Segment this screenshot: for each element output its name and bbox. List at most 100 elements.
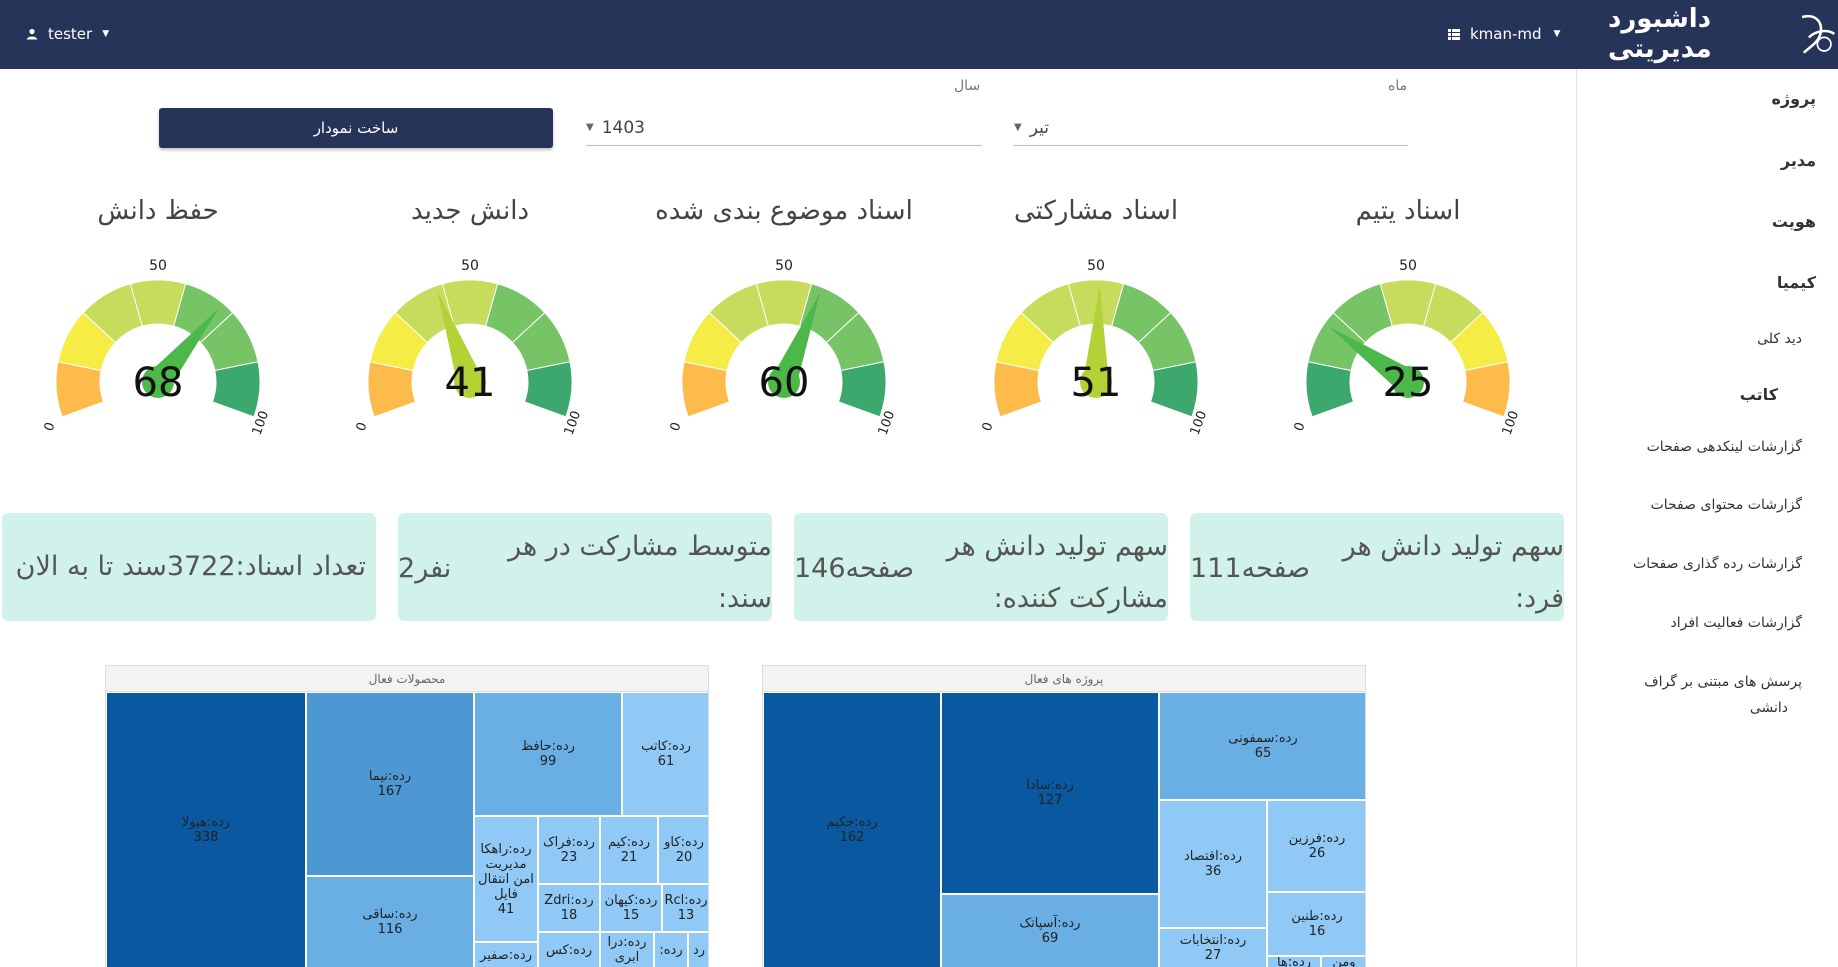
chevron-down-icon: ▼ (1014, 122, 1022, 133)
gauge-mid-label: 50 (775, 258, 793, 274)
sidebar: پروژه مدیر هویت کیمیا دید کلی کاتب گزارش… (1576, 69, 1838, 967)
gauge-band (211, 361, 261, 418)
treemap-cell[interactable]: رده:هیولا 338 (106, 692, 306, 967)
treemap-cell-label: رده:فرزین (1288, 831, 1346, 846)
treemap-cell[interactable]: رده:سمفونی 65 (1159, 692, 1365, 800)
stat-label-line2: سند: (717, 583, 772, 614)
treemap-cell-label: رده: (659, 942, 683, 958)
month-value: تیر (1029, 117, 1049, 138)
sidebar-item-kimia[interactable]: کیمیا (1776, 273, 1816, 292)
treemap-cell[interactable]: رده:حکیم 162 (763, 692, 941, 967)
treemap-cell-label: رده:درا ابری (607, 935, 647, 965)
gauge-hub (454, 366, 486, 398)
treemap-cell-value: 127 (1037, 793, 1063, 808)
stat-label-line2: مشارکت کننده: (993, 583, 1168, 614)
stat-label-line2: فرد: (1515, 583, 1564, 614)
stat-value: 111صفحه (1190, 553, 1311, 584)
brand[interactable]: داشبورد مدیریتی (1602, 4, 1838, 64)
sidebar-item-graph-queries-line2[interactable]: دانشی (1749, 700, 1788, 716)
gauge-mid-label: 50 (1399, 258, 1417, 274)
gauge-hub (142, 366, 174, 398)
gauge-band (523, 361, 573, 418)
person-icon (26, 28, 38, 40)
build-chart-button[interactable]: ساخت نمودار (159, 108, 553, 148)
sidebar-item-graph-queries[interactable]: پرسش های مبتنی بر گراف (1644, 674, 1802, 690)
treemap-cell-label: رده:اقتصاد (1183, 849, 1243, 864)
stat-label-line1: سهم تولید دانش هر (1342, 531, 1564, 562)
treemap-cell[interactable]: رده:کاو 20 (658, 816, 708, 884)
stat-card-avg-participation: متوسط مشارکت در هر سند: 2نفر (398, 513, 772, 621)
treemap-cell[interactable]: رده:سادا 127 (941, 692, 1159, 894)
sidebar-item-manager[interactable]: مدیر (1780, 151, 1816, 170)
user-menu[interactable]: tester ▼ (26, 22, 109, 46)
treemap-cell[interactable]: رده:صفیر (474, 942, 538, 967)
treemap-cell-value: 13 (677, 908, 695, 923)
treemap-cell[interactable]: رده:Rcl 13 (662, 884, 708, 932)
sidebar-item-kateb[interactable]: کاتب (1739, 385, 1778, 404)
sidebar-item-project[interactable]: پروژه (1771, 89, 1816, 108)
treemap-cell[interactable]: رده:آسپاتک 69 (941, 894, 1159, 967)
month-label: ماه (1388, 78, 1408, 94)
chevron-down-icon: ▼ (1553, 29, 1561, 39)
treemap-cell[interactable]: رده:ساقی 116 (306, 876, 474, 967)
gauge-band (1461, 361, 1511, 418)
treemap-cell-label: رد (692, 942, 706, 958)
treemap-cell-label: رده:کیم (607, 835, 651, 850)
treemap-cell[interactable]: رده:اقتصاد 36 (1159, 800, 1267, 928)
treemap-cell-label: رده:هیولا (181, 815, 231, 830)
sidebar-item-linking-reports[interactable]: گزارشات لینکدهی صفحات (1646, 439, 1802, 455)
treemap-cell-value: 61 (657, 754, 675, 769)
treemap-cell-value: 16 (1308, 924, 1326, 939)
treemap-cell[interactable]: رده:درا ابری (600, 932, 654, 967)
gauge-band (367, 361, 417, 418)
treemap-cell[interactable]: رده:نیما 167 (306, 692, 474, 876)
treemap-cell[interactable]: رده: (654, 932, 688, 967)
year-select[interactable]: 1403 ▼ (586, 110, 982, 146)
gauge-band (681, 361, 731, 418)
treemap-cell-label: رده:سمفونی (1228, 731, 1298, 746)
treemap-cell[interactable]: رده:کیم 21 (600, 816, 658, 884)
month-select[interactable]: تیر ▼ (1014, 110, 1408, 146)
treemap-cell[interactable]: ومن (1321, 956, 1365, 967)
stat-value: 146صفحه (794, 553, 915, 584)
treemap-cell-value: 69 (1041, 931, 1059, 946)
stat-label-line1: متوسط مشارکت در هر (508, 531, 772, 562)
treemap-cell[interactable]: رد (688, 932, 708, 967)
gauge-value: 68 (133, 360, 184, 406)
gauge-title: اسناد موضوع بندی شده (655, 196, 913, 226)
treemap-cell[interactable]: رده:کاتب 61 (622, 692, 708, 816)
stat-card-total-documents: تعداد اسناد:3722سند تا به الان (2, 513, 376, 621)
stat-value: 2نفر (398, 553, 452, 584)
treemap-cell-value: 18 (560, 908, 578, 923)
sidebar-item-content-reports[interactable]: گزارشات محتوای صفحات (1650, 497, 1802, 513)
treemap-cell[interactable]: رده:طنین 16 (1267, 892, 1365, 956)
treemap-cell[interactable]: رده:ها (1267, 956, 1321, 967)
treemap-cell-label: رده:نیما (368, 769, 412, 784)
treemap-cell[interactable]: رده:فرزین 26 (1267, 800, 1365, 892)
year-label: سال (954, 78, 981, 94)
treemap-cell-label: ومن (1332, 956, 1356, 967)
treemap-cell[interactable]: رده:فراک 23 (538, 816, 600, 884)
treemap-cell[interactable]: رده:راهکا مدیریت امن انتقال فایل 41 (474, 816, 538, 942)
treemap-cell[interactable]: رده:کس (538, 932, 600, 967)
database-menu[interactable]: kman-md ▼ (1448, 22, 1560, 46)
sidebar-item-activity-reports[interactable]: گزارشات فعالیت افراد (1670, 615, 1803, 631)
treemap-cell-value: 23 (560, 850, 578, 865)
treemap-cell[interactable]: رده:کیهان 15 (600, 884, 662, 932)
sidebar-item-identity[interactable]: هویت (1771, 212, 1816, 231)
treemap-cell-label: رده:کیهان (604, 893, 658, 908)
sidebar-item-overview[interactable]: دید کلی (1757, 331, 1802, 347)
sidebar-item-category-reports[interactable]: گزارشات رده گذاری صفحات (1633, 556, 1802, 572)
gauge-min-label: 0 (1292, 420, 1309, 433)
list-icon (1448, 28, 1460, 40)
gauge-mid-label: 50 (149, 258, 167, 274)
gauge-title: اسناد یتیم (1355, 196, 1461, 226)
treemap-cell[interactable]: رده:حافظ 99 (474, 692, 622, 816)
gauge-min-label: 0 (354, 420, 371, 433)
treemap-cell[interactable]: رده:Zdri 18 (538, 884, 600, 932)
treemap-cell-label: رده:کس (545, 942, 593, 958)
gauge-title: اسناد مشارکتی (1013, 196, 1179, 226)
treemap-cell[interactable]: رده:انتخابات 27 (1159, 928, 1267, 967)
